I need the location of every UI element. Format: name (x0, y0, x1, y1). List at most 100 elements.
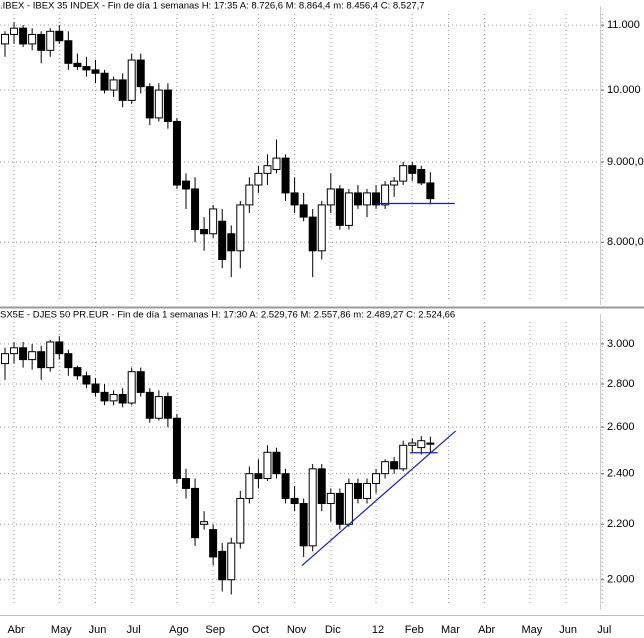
candle-body (73, 62, 82, 68)
candle-body (363, 482, 371, 499)
candle-body (91, 383, 100, 393)
candle-body (19, 27, 28, 45)
candle-body (163, 396, 172, 419)
candle-body (136, 59, 145, 88)
candle-body (209, 529, 218, 558)
candle-body (19, 347, 28, 361)
candle-body (218, 550, 227, 581)
x-tick-label: Jul (597, 624, 611, 636)
candle-body (37, 351, 46, 369)
x-tick-label: May (51, 624, 72, 636)
candle-body (82, 66, 91, 71)
candle-body (281, 157, 290, 194)
candle-body (381, 184, 390, 206)
candle-body (417, 440, 426, 449)
candle-body (372, 473, 381, 484)
candle-body (145, 86, 154, 119)
y-tick-label: 8.000,0 (607, 236, 644, 248)
candle-body (200, 229, 209, 235)
candle-body (317, 204, 326, 252)
candle-body (82, 375, 91, 385)
candle-body (10, 347, 19, 355)
candle-body (100, 391, 109, 402)
candle-body (335, 492, 344, 525)
candle-body (326, 492, 335, 505)
candle-body (236, 204, 245, 252)
candle-body (272, 451, 281, 475)
candle-body (317, 468, 326, 505)
candle-body (154, 89, 163, 119)
x-tick-label: Nov (287, 624, 307, 636)
x-tick-label: Ago (169, 624, 189, 636)
candle-body (308, 468, 317, 547)
candle-body (390, 180, 399, 186)
y-tick-label: 2.000 (607, 574, 635, 586)
candle-body (254, 172, 263, 186)
candle-body (37, 33, 46, 51)
candle-body (263, 165, 272, 174)
y-tick-label: 2.800 (607, 378, 635, 390)
candle-body (46, 341, 55, 369)
candle-body (426, 182, 435, 200)
x-tick-label: Jul (127, 624, 141, 636)
candle-body (281, 473, 290, 499)
candle-body (182, 180, 190, 190)
candle-body (28, 351, 37, 361)
candle-body (290, 192, 299, 206)
candle-body (127, 59, 136, 101)
candle-body (55, 30, 64, 42)
y-tick-label: 2.600 (607, 421, 635, 433)
candle-body (353, 192, 362, 206)
candle-body (272, 157, 281, 171)
candle-body (344, 192, 353, 226)
y-tick-label: 3.000 (607, 338, 635, 350)
candle-body (227, 233, 236, 252)
x-tick-label: Jun (89, 624, 107, 636)
candle-body (182, 478, 190, 489)
candle-body (308, 216, 317, 252)
candle-body (64, 40, 73, 64)
candle-body (154, 396, 163, 419)
x-tick-label: Dic (325, 624, 341, 636)
candle-body (236, 497, 245, 544)
trendline (301, 430, 457, 567)
candle-body (145, 391, 154, 419)
panel-title: SX5E - DJES 50 PR.EUR - Fin de día 1 sem… (0, 310, 455, 321)
candle-body (381, 461, 390, 475)
candle-body (299, 204, 308, 218)
candle-body (245, 473, 254, 499)
candle-body (100, 72, 109, 91)
x-tick-label: Sep (205, 624, 225, 636)
y-tick-label: 9.000,0 (607, 156, 644, 168)
candle-body (118, 393, 127, 404)
candle-body (254, 473, 263, 480)
panel-title: .IBEX - IBEX 35 INDEX - Fin de día 1 sem… (0, 1, 425, 12)
candle-body (408, 165, 417, 174)
candle-body (163, 89, 172, 122)
candle-body (408, 442, 417, 446)
candle-body (28, 33, 37, 45)
candle-body (227, 542, 236, 581)
candle-body (326, 188, 335, 206)
y-tick-label: 2.400 (607, 468, 635, 480)
candle-body (109, 79, 118, 91)
y-tick-label: 11.000 (607, 19, 640, 31)
x-tick-label: Abr (7, 624, 24, 636)
candle-body (426, 442, 435, 445)
candle-body (353, 482, 362, 499)
x-tick-label: Abr (478, 624, 495, 636)
x-tick-label: May (522, 624, 543, 636)
candle-body (118, 79, 127, 101)
candle-body (399, 165, 408, 182)
candle-body (335, 188, 344, 226)
candle-body (1, 33, 9, 45)
candle-body (299, 503, 308, 547)
candle-body (290, 497, 299, 505)
candle-body (263, 451, 272, 480)
candle-body (191, 487, 200, 539)
candle-body (399, 444, 408, 470)
y-tick-label: 2.200 (607, 518, 635, 530)
